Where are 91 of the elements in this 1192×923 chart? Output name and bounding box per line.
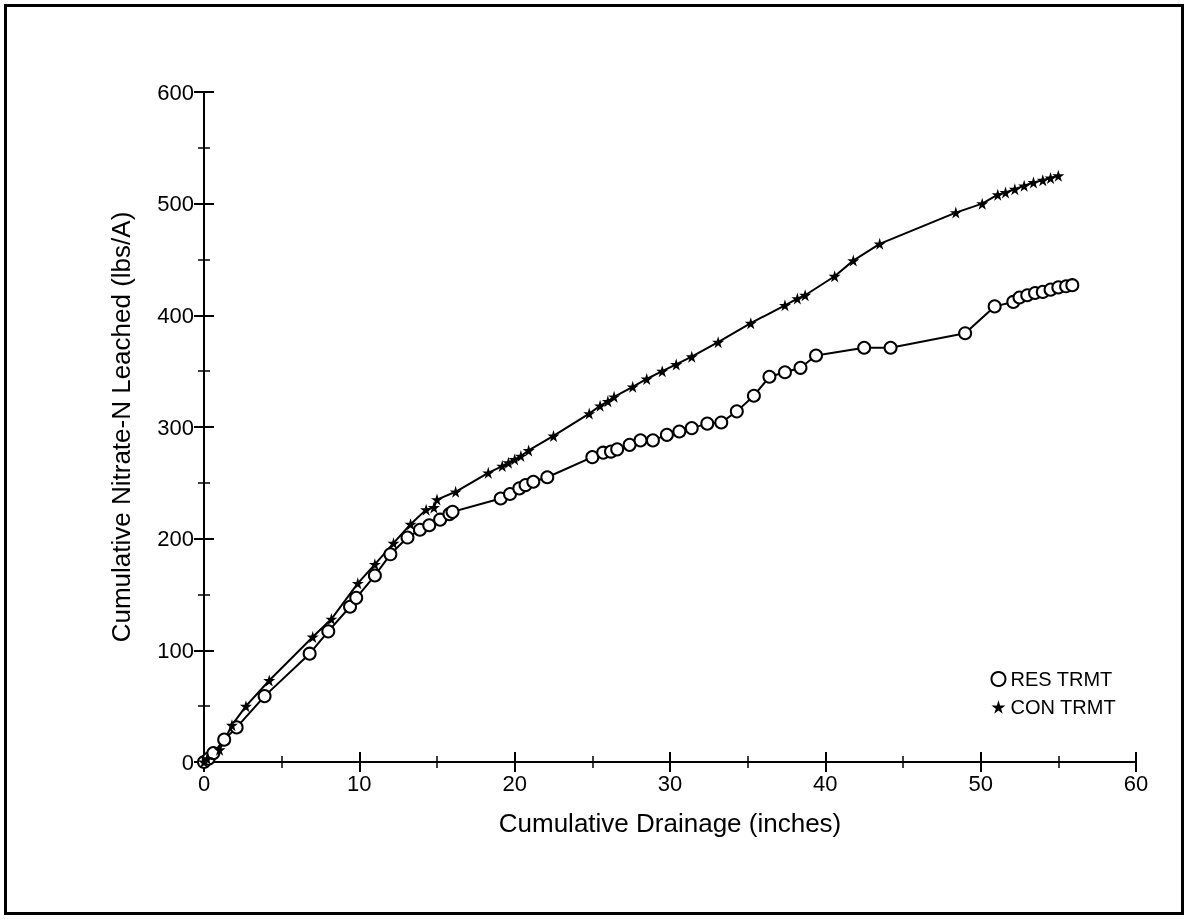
point	[622, 437, 637, 452]
point	[349, 590, 364, 605]
point	[793, 360, 808, 375]
point	[991, 188, 1004, 201]
point	[594, 399, 607, 412]
x-tick-label: 10	[347, 770, 372, 796]
point	[367, 568, 382, 583]
point	[640, 372, 653, 385]
point	[449, 485, 462, 498]
point	[302, 646, 317, 661]
point	[999, 186, 1012, 199]
point	[672, 424, 687, 439]
point	[949, 206, 962, 219]
x-tick-label: 50	[968, 770, 993, 796]
point	[482, 466, 495, 479]
point	[626, 380, 639, 393]
point	[383, 547, 398, 562]
point	[659, 427, 674, 442]
point	[610, 442, 625, 457]
point	[746, 388, 761, 403]
point	[1008, 183, 1021, 196]
point	[585, 450, 600, 465]
point	[351, 577, 364, 590]
x-tick-label: 0	[197, 770, 211, 796]
point	[762, 369, 777, 384]
point	[1018, 179, 1031, 192]
x-tick-label: 40	[813, 770, 838, 796]
point	[601, 395, 614, 408]
point	[325, 613, 338, 626]
point	[685, 350, 698, 363]
y-tick-label: 400	[157, 302, 194, 328]
point	[608, 390, 621, 403]
point	[225, 719, 238, 732]
point	[343, 599, 358, 614]
legend-label: CON TRMT	[1010, 696, 1116, 718]
point	[400, 530, 415, 545]
y-tick-label: 600	[157, 79, 194, 105]
point	[583, 407, 596, 420]
point	[670, 358, 683, 371]
point	[257, 689, 272, 704]
legend-label: RES TRMT	[1010, 668, 1113, 690]
x-tick-label: 20	[502, 770, 527, 796]
point	[714, 415, 729, 430]
point	[422, 518, 437, 533]
point	[729, 404, 744, 419]
point	[791, 292, 804, 305]
point	[433, 512, 448, 527]
point	[217, 732, 232, 747]
point	[431, 493, 443, 506]
point	[1036, 174, 1049, 187]
point	[777, 365, 792, 380]
point	[540, 470, 555, 485]
point	[799, 289, 812, 302]
point	[1052, 169, 1065, 182]
point	[744, 317, 757, 330]
point	[368, 558, 381, 571]
point	[847, 254, 860, 267]
y-axis-title: Cumulative Nitrate-N Leached (lbs/A)	[106, 211, 136, 643]
x-axis-title: Cumulative Drainage (inches)	[498, 808, 842, 838]
point	[656, 365, 669, 378]
point	[239, 700, 252, 713]
point	[987, 299, 1002, 314]
point	[828, 270, 841, 283]
point	[1065, 278, 1080, 293]
point	[522, 444, 535, 457]
point	[263, 674, 276, 687]
point	[404, 518, 417, 531]
point	[958, 326, 973, 341]
x-tick-label: 30	[657, 770, 683, 796]
point	[1044, 171, 1057, 184]
point	[633, 433, 648, 448]
y-tick-label: 100	[157, 637, 194, 663]
point	[873, 237, 886, 250]
point	[645, 433, 660, 448]
point	[809, 348, 824, 363]
point	[684, 421, 699, 436]
point	[321, 624, 336, 639]
y-tick-label: 300	[157, 414, 194, 440]
point	[778, 299, 791, 312]
y-tick-label: 0	[181, 749, 194, 775]
point	[883, 340, 898, 355]
point	[857, 340, 872, 355]
y-tick-label: 500	[157, 191, 194, 217]
point	[427, 501, 440, 514]
point	[712, 336, 725, 349]
x-tick-label: 60	[1123, 770, 1149, 796]
y-tick-label: 200	[157, 526, 194, 552]
point	[547, 429, 560, 442]
point	[526, 474, 541, 489]
point	[700, 416, 715, 431]
point	[976, 197, 989, 210]
